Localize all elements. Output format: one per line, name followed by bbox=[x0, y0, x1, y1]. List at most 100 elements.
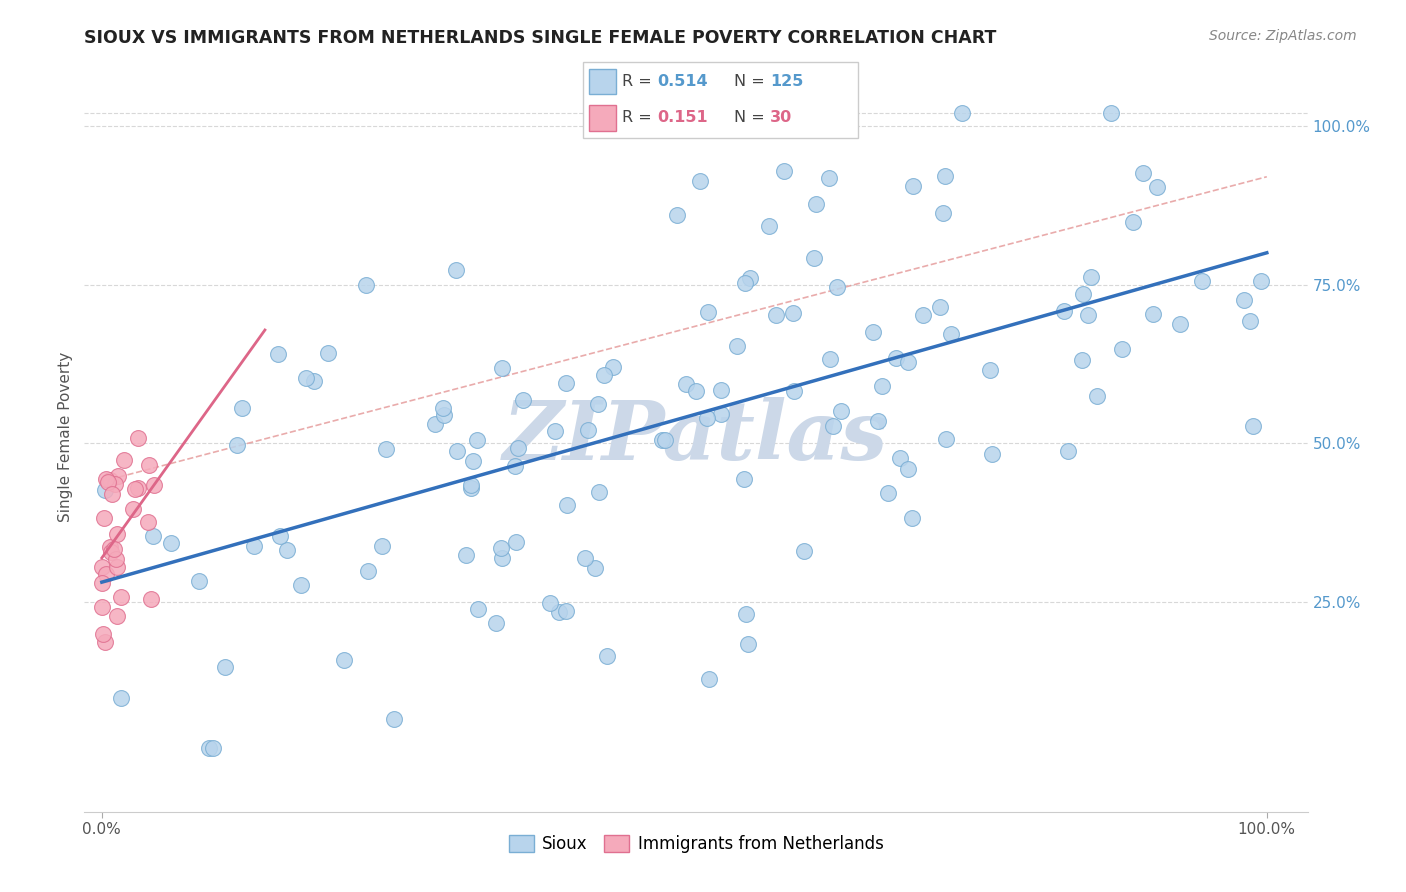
Point bbox=[503, 459, 526, 474]
Point bbox=[357, 564, 380, 578]
Point bbox=[382, 712, 405, 726]
Point bbox=[124, 482, 146, 496]
Point bbox=[950, 106, 973, 120]
Point bbox=[554, 376, 576, 390]
Point bbox=[425, 417, 447, 431]
Point bbox=[91, 560, 114, 574]
Point bbox=[295, 371, 318, 385]
Point bbox=[105, 552, 128, 566]
Text: R =: R = bbox=[621, 111, 651, 125]
Point bbox=[793, 544, 815, 558]
Point bbox=[1239, 313, 1261, 327]
Point bbox=[932, 206, 955, 220]
Point bbox=[1168, 317, 1191, 331]
Point bbox=[876, 485, 898, 500]
Point bbox=[94, 483, 117, 497]
Point bbox=[1250, 274, 1272, 288]
Point bbox=[903, 178, 925, 193]
Point bbox=[107, 469, 129, 483]
Point bbox=[460, 481, 482, 495]
Point bbox=[1071, 286, 1094, 301]
Point bbox=[654, 434, 676, 448]
Point bbox=[465, 433, 488, 447]
Point bbox=[830, 403, 852, 417]
Text: N =: N = bbox=[734, 111, 765, 125]
Point bbox=[93, 634, 115, 648]
Text: ZIPatlas: ZIPatlas bbox=[503, 397, 889, 477]
Point bbox=[110, 691, 132, 706]
Point bbox=[602, 360, 624, 375]
Point bbox=[979, 362, 1001, 376]
Point bbox=[91, 599, 114, 614]
Point bbox=[485, 615, 508, 630]
Point bbox=[467, 602, 489, 616]
Point bbox=[433, 408, 456, 422]
Point bbox=[96, 567, 118, 582]
Point bbox=[231, 401, 253, 415]
Point bbox=[803, 251, 825, 265]
Point bbox=[1099, 106, 1122, 120]
Point bbox=[576, 423, 599, 437]
Point bbox=[127, 481, 149, 495]
Point bbox=[685, 384, 707, 399]
Point bbox=[868, 414, 890, 428]
Point bbox=[675, 377, 697, 392]
Point bbox=[202, 741, 225, 756]
Point bbox=[889, 451, 911, 466]
Point bbox=[142, 529, 165, 543]
Point bbox=[160, 535, 183, 549]
Point bbox=[460, 478, 482, 492]
Point bbox=[574, 551, 596, 566]
Point bbox=[1080, 269, 1102, 284]
Point bbox=[243, 539, 266, 553]
Text: 30: 30 bbox=[770, 111, 792, 125]
Point bbox=[825, 280, 848, 294]
Point bbox=[122, 501, 145, 516]
Point bbox=[198, 741, 221, 756]
Point bbox=[710, 407, 733, 421]
Point bbox=[354, 277, 377, 292]
Point bbox=[538, 596, 561, 610]
Point bbox=[304, 375, 326, 389]
Point bbox=[773, 164, 796, 178]
Point bbox=[138, 458, 160, 472]
Point bbox=[980, 446, 1002, 460]
FancyBboxPatch shape bbox=[583, 62, 858, 138]
Point bbox=[1077, 309, 1099, 323]
Point bbox=[1071, 352, 1094, 367]
Text: N =: N = bbox=[734, 74, 765, 89]
Point bbox=[1085, 388, 1108, 402]
Point bbox=[596, 649, 619, 664]
Bar bbox=[589, 105, 616, 130]
Point bbox=[276, 543, 298, 558]
Text: SIOUX VS IMMIGRANTS FROM NETHERLANDS SINGLE FEMALE POVERTY CORRELATION CHART: SIOUX VS IMMIGRANTS FROM NETHERLANDS SIN… bbox=[84, 29, 997, 47]
Point bbox=[1053, 304, 1076, 318]
Text: 0.514: 0.514 bbox=[658, 74, 709, 89]
Point bbox=[734, 277, 756, 291]
Point bbox=[371, 540, 394, 554]
Point bbox=[765, 308, 787, 322]
Point bbox=[1191, 273, 1213, 287]
Point bbox=[103, 542, 125, 557]
Point bbox=[105, 526, 128, 541]
Point bbox=[505, 535, 527, 549]
Point bbox=[782, 306, 804, 320]
Point bbox=[547, 605, 569, 619]
Point bbox=[1111, 343, 1133, 357]
Point bbox=[735, 607, 758, 621]
Point bbox=[783, 384, 806, 399]
Text: 0.151: 0.151 bbox=[658, 111, 709, 125]
Point bbox=[901, 510, 924, 524]
Point bbox=[225, 438, 247, 452]
Point bbox=[1122, 215, 1144, 229]
Point bbox=[588, 485, 610, 500]
Point bbox=[127, 431, 149, 445]
Y-axis label: Single Female Poverty: Single Female Poverty bbox=[58, 352, 73, 522]
Point bbox=[444, 262, 467, 277]
Point bbox=[139, 592, 162, 607]
Point bbox=[267, 346, 290, 360]
Point bbox=[1142, 307, 1164, 321]
Point bbox=[105, 608, 128, 623]
Point bbox=[98, 540, 121, 554]
Point bbox=[97, 475, 120, 490]
